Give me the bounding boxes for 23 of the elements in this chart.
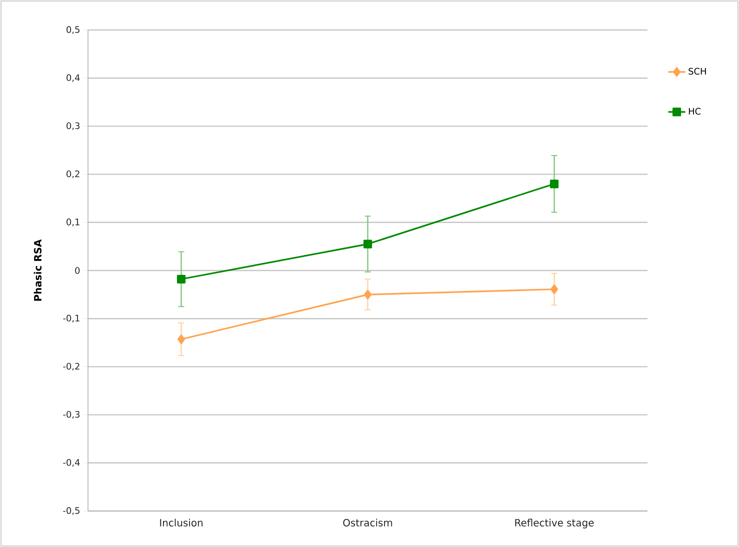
- point: [550, 284, 558, 294]
- point: [363, 240, 372, 248]
- y-tick-label: -0,3: [63, 410, 80, 419]
- x-tick-label: Reflective stage: [515, 518, 594, 528]
- point: [177, 334, 186, 344]
- y-tick-label: -0,5: [63, 507, 80, 515]
- y-tick-label: 0,1: [66, 218, 80, 226]
- x-tick-label: Inclusion: [160, 518, 203, 526]
- y-tick-label: 0,3: [66, 122, 80, 130]
- y-axis-title: Phasic RSA: [34, 239, 42, 301]
- y-tick-label: -0,1: [63, 314, 80, 322]
- y-tick-label: 0,2: [66, 170, 80, 178]
- point: [176, 274, 186, 284]
- y-tick-label: -0,2: [63, 362, 80, 371]
- x-tick-label: Ostracism: [343, 518, 392, 526]
- y-tick-label: -0,4: [63, 459, 80, 467]
- y-tick-label: 0: [75, 267, 80, 274]
- legend-label: HC: [688, 108, 701, 115]
- legend-label: SCH: [688, 68, 706, 75]
- y-tick-label: 0,5: [66, 26, 80, 34]
- point: [364, 290, 372, 300]
- point: [550, 180, 559, 188]
- y-tick-label: 0,4: [66, 74, 80, 82]
